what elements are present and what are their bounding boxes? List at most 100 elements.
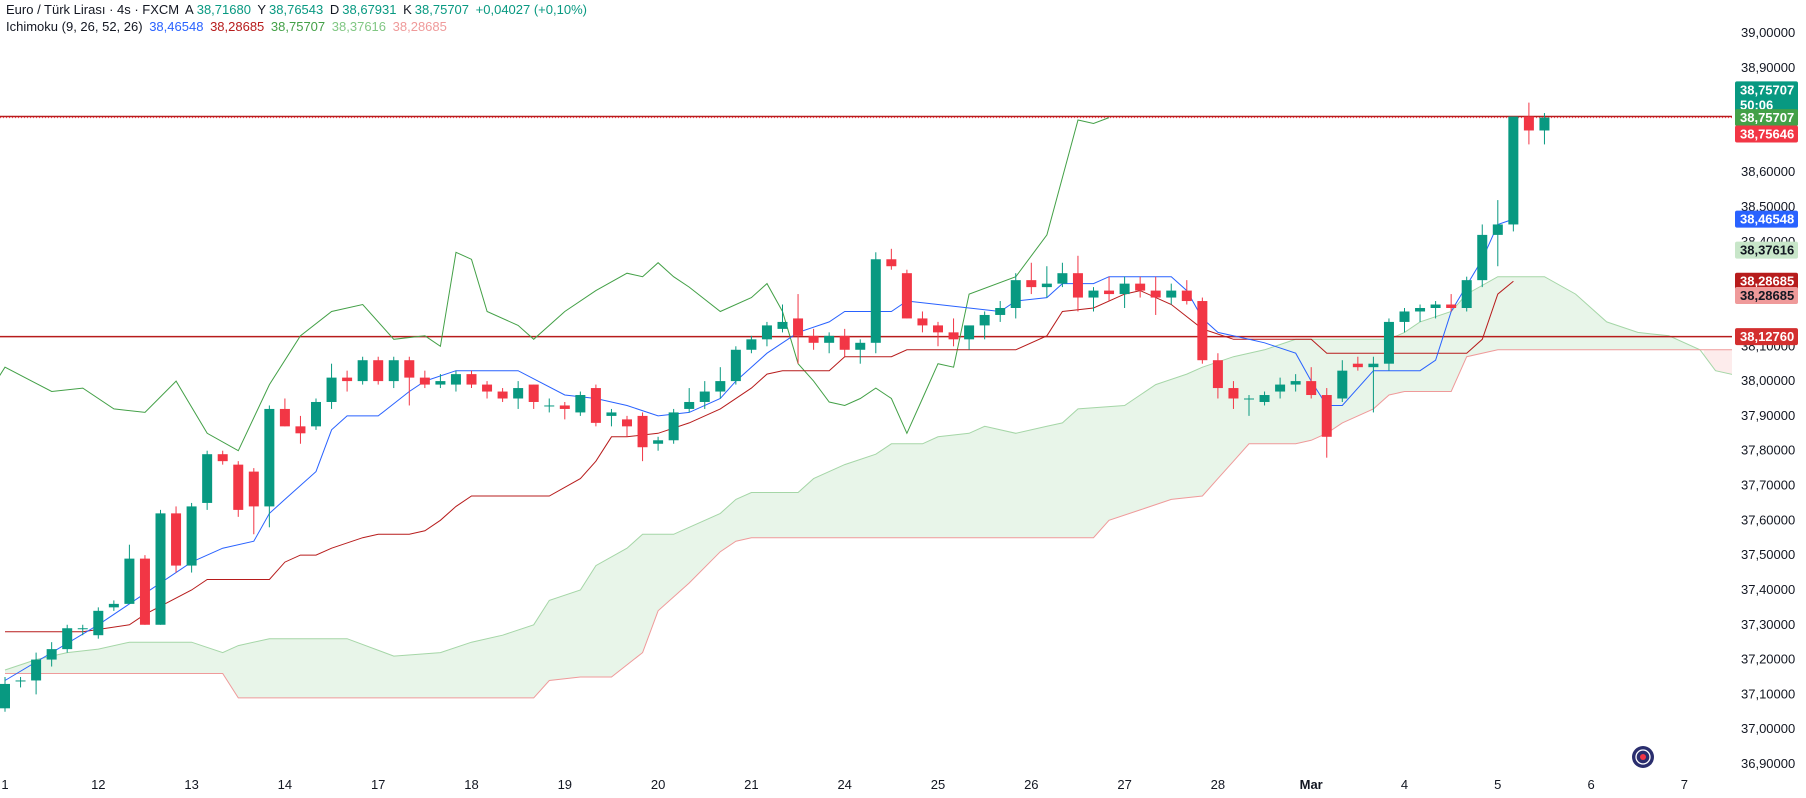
candle-59[interactable] (917, 311, 928, 333)
candle-83[interactable] (1290, 374, 1301, 392)
candle-15[interactable] (233, 461, 244, 517)
candle-81[interactable] (1259, 391, 1270, 406)
candle-99[interactable] (1539, 113, 1550, 145)
candle-17[interactable] (264, 405, 275, 528)
candle-94[interactable] (1461, 276, 1472, 312)
candle-44[interactable] (684, 388, 695, 413)
candle-35[interactable] (544, 398, 555, 413)
candle-22[interactable] (342, 370, 353, 392)
candle-87[interactable] (1352, 356, 1363, 371)
candle-78[interactable] (1212, 353, 1223, 399)
candle-1[interactable] (15, 676, 26, 688)
candle-97[interactable] (1508, 116, 1519, 232)
candle-13[interactable] (202, 450, 213, 510)
candle-70[interactable] (1088, 287, 1099, 312)
candle-56[interactable] (870, 252, 881, 354)
candle-21[interactable] (326, 363, 337, 409)
candle-93[interactable] (1446, 294, 1457, 312)
candle-37[interactable] (575, 391, 586, 416)
plot-area[interactable] (0, 102, 1747, 712)
candle-52[interactable] (808, 328, 819, 350)
candle-69[interactable] (1072, 255, 1083, 312)
candle-77[interactable] (1197, 297, 1208, 364)
candle-3[interactable] (46, 642, 57, 667)
candle-84[interactable] (1306, 367, 1317, 399)
candle-36[interactable] (559, 401, 570, 420)
candle-41[interactable] (637, 412, 648, 462)
candle-6[interactable] (93, 607, 104, 639)
candle-2[interactable] (31, 652, 42, 695)
candle-57[interactable] (886, 248, 897, 270)
candle-14[interactable] (217, 450, 228, 465)
globe-icon[interactable] (1632, 746, 1654, 768)
candle-27[interactable] (419, 370, 430, 389)
candle-71[interactable] (1104, 276, 1115, 302)
candle-43[interactable] (668, 408, 679, 444)
candle-32[interactable] (497, 388, 508, 402)
candle-86[interactable] (1337, 360, 1348, 402)
candle-85[interactable] (1321, 388, 1332, 458)
candle-60[interactable] (933, 321, 943, 347)
symbol-title[interactable]: Euro / Türk Lirası · 4s · FXCM (6, 2, 180, 17)
candle-12[interactable] (186, 502, 197, 573)
candle-7[interactable] (108, 600, 119, 611)
candle-66[interactable] (1026, 262, 1037, 295)
candle-82[interactable] (1275, 377, 1286, 399)
candle-38[interactable] (590, 384, 601, 427)
candle-67[interactable] (1041, 266, 1052, 298)
candle-23[interactable] (357, 356, 368, 385)
candle-80[interactable] (1244, 395, 1254, 416)
candle-0[interactable] (0, 676, 10, 712)
candle-19[interactable] (295, 415, 306, 444)
candle-29[interactable] (450, 370, 461, 392)
candle-33[interactable] (513, 381, 524, 409)
candle-20[interactable] (311, 398, 321, 430)
candle-51[interactable] (793, 294, 804, 364)
candle-48[interactable] (746, 335, 757, 354)
candle-28[interactable] (435, 374, 446, 389)
candle-25[interactable] (388, 356, 399, 389)
candle-90[interactable] (1399, 307, 1410, 333)
candle-46[interactable] (715, 367, 726, 399)
candle-76[interactable] (1181, 280, 1192, 305)
candle-42[interactable] (653, 436, 664, 451)
candle-65[interactable] (1010, 273, 1021, 319)
candle-54[interactable] (839, 328, 850, 357)
candle-68[interactable] (1057, 262, 1068, 288)
candle-9[interactable] (139, 555, 150, 625)
candle-45[interactable] (699, 381, 710, 409)
candle-91[interactable] (1415, 304, 1426, 322)
candle-11[interactable] (171, 506, 182, 573)
candle-40[interactable] (622, 415, 632, 437)
candle-96[interactable] (1492, 200, 1503, 267)
candle-8[interactable] (124, 544, 135, 604)
candle-5[interactable] (77, 624, 88, 636)
candle-53[interactable] (824, 332, 835, 354)
candle-61[interactable] (948, 318, 959, 347)
candle-49[interactable] (761, 321, 772, 347)
candle-92[interactable] (1430, 301, 1441, 319)
candle-24[interactable] (373, 356, 384, 385)
candle-79[interactable] (1228, 381, 1239, 409)
candle-62[interactable] (964, 325, 975, 350)
candle-47[interactable] (730, 346, 741, 385)
candle-26[interactable] (404, 356, 415, 406)
candle-39[interactable] (606, 408, 617, 427)
candle-95[interactable] (1477, 224, 1488, 288)
candle-10[interactable] (155, 509, 166, 625)
indicator-name[interactable]: Ichimoku (9, 26, 52, 26) (6, 19, 143, 34)
candle-75[interactable] (1166, 283, 1177, 305)
candle-64[interactable] (995, 301, 1006, 322)
candle-30[interactable] (466, 370, 477, 389)
candle-89[interactable] (1383, 318, 1394, 371)
candle-63[interactable] (979, 311, 990, 340)
candle-18[interactable] (279, 398, 290, 427)
candle-34[interactable] (528, 384, 539, 409)
candle-74[interactable] (1150, 276, 1161, 315)
candle-55[interactable] (855, 339, 866, 364)
candle-73[interactable] (1135, 276, 1146, 298)
candle-72[interactable] (1119, 276, 1130, 308)
candle-88[interactable] (1368, 356, 1379, 413)
candle-58[interactable] (901, 269, 912, 319)
